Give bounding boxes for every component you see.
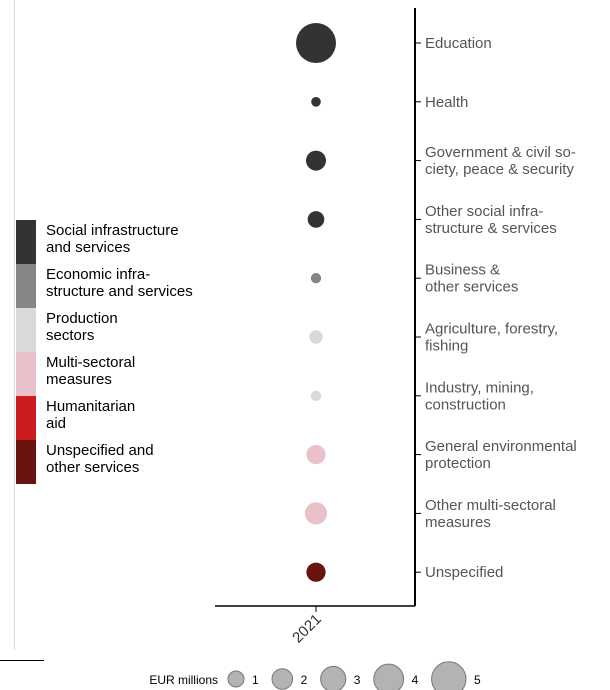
size-legend-circle <box>227 670 245 688</box>
size-legend-circle <box>431 661 467 690</box>
legend-item: Multi-sectoral measures <box>16 352 226 396</box>
legend-item: Production sectors <box>16 308 226 352</box>
y-tick-label: Education <box>425 35 492 52</box>
size-legend-title: EUR millions <box>149 673 218 687</box>
legend-swatch <box>16 352 36 396</box>
legend-item: Humanitarian aid <box>16 396 226 440</box>
legend-swatch <box>16 308 36 352</box>
legend-item: Economic infra- structure and services <box>16 264 226 308</box>
y-tick-label: Agriculture, forestry, fishing <box>425 321 558 355</box>
legend-swatch <box>16 440 36 484</box>
y-tick-label: General environmental protection <box>425 438 577 472</box>
data-point <box>304 502 328 525</box>
panel-left-border <box>0 0 15 650</box>
size-legend-label: 4 <box>412 673 419 687</box>
y-tick-label: Business & other services <box>425 262 518 296</box>
x-tick-label: 2021 <box>289 611 325 647</box>
panel-bottom-rule <box>0 660 44 661</box>
legend-swatch <box>16 220 36 264</box>
data-point <box>306 150 326 171</box>
size-legend-circle <box>271 668 294 690</box>
y-tick-label: Industry, mining, construction <box>425 379 534 413</box>
data-point <box>310 390 322 401</box>
legend-label: Humanitarian aid <box>46 398 136 432</box>
legend-item: Social infrastructure and services <box>16 220 226 264</box>
size-legend-label: 2 <box>301 673 308 687</box>
y-tick-label: Unspecified <box>425 564 503 581</box>
data-point <box>307 211 325 228</box>
legend-label: Unspecified and other services <box>46 442 154 476</box>
y-tick-label: Other multi-sectoral measures <box>425 497 556 531</box>
data-point <box>306 562 326 582</box>
size-legend-circle <box>373 663 405 690</box>
size-legend-label: 3 <box>354 673 361 687</box>
y-tick-label: Other social infra-structure & services <box>425 203 557 237</box>
legend-label: Social infrastructure and services <box>46 222 179 256</box>
group-legend: Social infrastructure and services Econom… <box>16 220 226 484</box>
data-point <box>310 273 322 284</box>
size-legend-circle <box>320 665 347 690</box>
legend-label: Production sectors <box>46 310 118 344</box>
data-point <box>296 23 336 63</box>
data-point <box>309 330 323 344</box>
legend-item: Unspecified and other services <box>16 440 226 484</box>
data-point <box>311 96 321 107</box>
y-tick-label: Health <box>425 94 468 111</box>
legend-label: Multi-sectoral measures <box>46 354 136 388</box>
y-tick-label: Government & civil so-ciety, peace & sec… <box>425 144 576 178</box>
size-legend-label: 1 <box>252 673 259 687</box>
legend-swatch <box>16 396 36 440</box>
legend-label: Economic infra- structure and services <box>46 266 193 300</box>
legend-swatch <box>16 264 36 308</box>
size-legend-label: 5 <box>474 673 481 687</box>
data-point <box>306 444 326 465</box>
